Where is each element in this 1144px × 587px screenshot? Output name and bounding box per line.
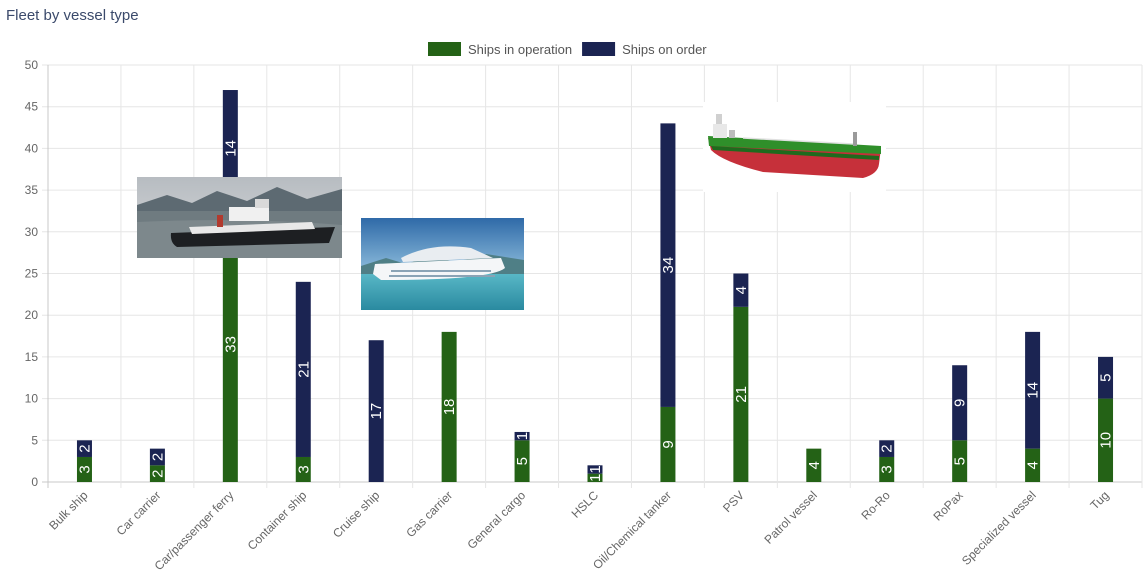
bar-order-label: 2 xyxy=(76,444,93,452)
bar-order-label: 5 xyxy=(1098,374,1115,382)
bar-operation-label: 33 xyxy=(222,336,239,353)
x-tick-label: Tug xyxy=(1087,488,1111,512)
legend-item-operation[interactable]: Ships in operation xyxy=(428,42,572,57)
bar-order-label: 2 xyxy=(879,444,896,452)
bar-order-label: 9 xyxy=(952,399,969,407)
bar-operation-label: 3 xyxy=(76,465,93,473)
bar-order-label: 14 xyxy=(222,140,239,157)
x-tick-label: Container ship xyxy=(245,488,310,553)
bar-operation-label: 4 xyxy=(1025,461,1042,469)
bar-order-label: 4 xyxy=(733,286,750,294)
x-tick-label: RoPax xyxy=(930,488,965,523)
y-tick-label: 30 xyxy=(25,225,39,239)
x-tick-label: Gas carrier xyxy=(403,488,455,540)
bar-order-label: 1 xyxy=(514,432,531,440)
bar-operation-label: 3 xyxy=(295,465,312,473)
x-tick-label: Bulk ship xyxy=(46,488,91,533)
x-tick-label: Specialized vessel xyxy=(959,488,1039,568)
cruise-ship-photo xyxy=(361,218,524,310)
y-tick-label: 20 xyxy=(25,308,39,322)
bar-operation-label: 5 xyxy=(952,457,969,465)
bar-operation-label: 10 xyxy=(1098,432,1115,449)
bar-order-label: 21 xyxy=(295,361,312,378)
x-tick-label: Oil/Chemical tanker xyxy=(590,488,674,572)
bar-order-label: 14 xyxy=(1025,382,1042,399)
y-tick-label: 0 xyxy=(31,475,38,489)
y-tick-label: 10 xyxy=(25,392,39,406)
grid-lines xyxy=(42,65,1142,488)
bar-operation-label: 21 xyxy=(733,386,750,403)
bar-order-label: 2 xyxy=(149,453,166,461)
bar-operation-label: 2 xyxy=(149,469,166,477)
y-tick-label: 50 xyxy=(25,58,39,72)
bar-order-label: 17 xyxy=(368,403,385,420)
bar-operation-label: 3 xyxy=(879,465,896,473)
bar-operation-label: 4 xyxy=(806,461,823,469)
bar-operation-label: 5 xyxy=(514,457,531,465)
x-tick-label: Patrol vessel xyxy=(761,488,819,546)
y-tick-label: 15 xyxy=(25,350,39,364)
x-tick-label: Cruise ship xyxy=(330,488,383,541)
x-tick-label: HSLC xyxy=(569,488,602,521)
x-tick-label: Car/passenger ferry xyxy=(152,488,237,573)
bar-order-label: 34 xyxy=(660,257,677,274)
bar-operation-label: 1 xyxy=(587,474,604,482)
x-tick-label: Car carrier xyxy=(114,488,164,538)
legend-item-order[interactable]: Ships on order xyxy=(582,42,707,57)
y-axis: 0 5 10 15 20 25 30 35 40 45 50 xyxy=(25,58,39,489)
bar-operation-label: 9 xyxy=(660,440,677,448)
y-tick-label: 25 xyxy=(25,267,39,281)
legend-label: Ships in operation xyxy=(468,42,572,57)
x-tick-label: PSV xyxy=(720,488,747,515)
legend-label: Ships on order xyxy=(622,42,707,57)
y-tick-label: 35 xyxy=(25,183,39,197)
y-tick-label: 5 xyxy=(31,433,38,447)
x-tick-label: Ro-Ro xyxy=(858,488,893,523)
legend-swatch xyxy=(428,42,461,56)
tanker-photo xyxy=(703,102,886,192)
x-tick-label: General cargo xyxy=(465,488,529,552)
bar-operation-label: 18 xyxy=(441,399,458,416)
y-tick-label: 40 xyxy=(25,141,39,155)
legend[interactable]: Ships in operation Ships on order xyxy=(428,42,707,57)
bar-order-label: 1 xyxy=(587,465,604,473)
y-tick-label: 45 xyxy=(25,100,39,114)
legend-swatch xyxy=(582,42,615,56)
ferry-photo xyxy=(137,177,342,258)
